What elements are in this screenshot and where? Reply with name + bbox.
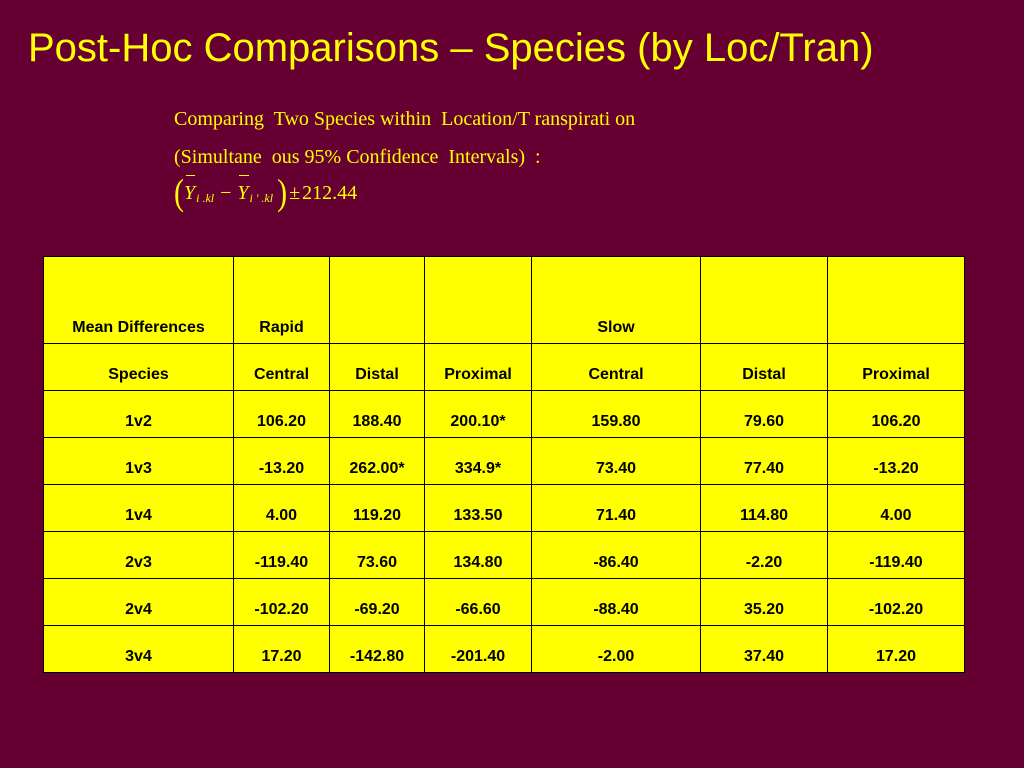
table-cell: 133.50 [424, 484, 532, 532]
table-cell: -2.20 [700, 531, 828, 579]
table-cell: -119.40 [827, 531, 965, 579]
table-cell: 4.00 [827, 484, 965, 532]
table-cell: -201.40 [424, 625, 532, 673]
table-cell: -13.20 [233, 437, 330, 485]
table-header-cell: Rapid [233, 256, 330, 344]
table-cell: -102.20 [233, 578, 330, 626]
table-cell: -142.80 [329, 625, 425, 673]
table-cell: -13.20 [827, 437, 965, 485]
paren-open: ( [174, 171, 184, 213]
table-cell: -66.60 [424, 578, 532, 626]
table-cell: 2v3 [43, 531, 234, 579]
table-header-cell: Slow [531, 256, 701, 344]
table-cell: 3v4 [43, 625, 234, 673]
table-header-cell [827, 256, 965, 344]
table-cell: -102.20 [827, 578, 965, 626]
table-subheader-cell: Distal [329, 343, 425, 391]
table-cell: 262.00* [329, 437, 425, 485]
table-cell: 200.10* [424, 390, 532, 438]
table-cell: -86.40 [531, 531, 701, 579]
table-cell: 71.40 [531, 484, 701, 532]
table-cell: 188.40 [329, 390, 425, 438]
table-subheader-cell: Central [531, 343, 701, 391]
table-cell: 106.20 [233, 390, 330, 438]
subscript-2: i ' .kl [249, 191, 274, 205]
slide-title: Post-Hoc Comparisons – Species (by Loc/T… [28, 26, 874, 70]
table-cell: 73.40 [531, 437, 701, 485]
minus-sign: − [220, 182, 232, 204]
confidence-interval-formula: Comparing Two Species within Location/T … [174, 100, 635, 212]
table-cell: 77.40 [700, 437, 828, 485]
table-header-cell [700, 256, 828, 344]
plus-minus-sign: ± [289, 182, 301, 204]
table-cell: -119.40 [233, 531, 330, 579]
table-cell: 119.20 [329, 484, 425, 532]
table-subheader-cell: Proximal [827, 343, 965, 391]
table-header-cell [424, 256, 532, 344]
table-cell: 134.80 [424, 531, 532, 579]
paren-close: ) [277, 171, 288, 213]
mean-differences-table: Mean Differences Rapid Slow Species Cent… [43, 256, 965, 673]
table-row: 1v4 4.00 119.20 133.50 71.40 114.80 4.00 [43, 484, 965, 532]
table-subheader-cell: Central [233, 343, 330, 391]
table-subheader-row: Species Central Distal Proximal Central … [43, 343, 965, 391]
table-cell: 114.80 [700, 484, 828, 532]
table-cell: 159.80 [531, 390, 701, 438]
table-cell: 1v2 [43, 390, 234, 438]
y-bar-1: Y [184, 174, 196, 212]
formula-line-2: (Simultane ous 95% Confidence Intervals)… [174, 146, 541, 168]
table-cell: -88.40 [531, 578, 701, 626]
table-subheader-cell: Species [43, 343, 234, 391]
table-cell: 334.9* [424, 437, 532, 485]
table-subheader-cell: Distal [700, 343, 828, 391]
table-header-cell [329, 256, 425, 344]
formula-line-1: Comparing Two Species within Location/T … [174, 108, 636, 130]
subscript-1: i .kl [196, 191, 215, 205]
table-cell: 17.20 [233, 625, 330, 673]
table-cell: 35.20 [700, 578, 828, 626]
table-row: 3v4 17.20 -142.80 -201.40 -2.00 37.40 17… [43, 625, 965, 673]
table-row: 2v4 -102.20 -69.20 -66.60 -88.40 35.20 -… [43, 578, 965, 626]
table-cell: 2v4 [43, 578, 234, 626]
table-cell: 79.60 [700, 390, 828, 438]
table-row: 1v3 -13.20 262.00* 334.9* 73.40 77.40 -1… [43, 437, 965, 485]
table-header-row: Mean Differences Rapid Slow [43, 256, 965, 344]
table-row: 1v2 106.20 188.40 200.10* 159.80 79.60 1… [43, 390, 965, 438]
interval-value: 212.44 [302, 182, 358, 204]
table-row: 2v3 -119.40 73.60 134.80 -86.40 -2.20 -1… [43, 531, 965, 579]
table-cell: 1v3 [43, 437, 234, 485]
table-cell: 106.20 [827, 390, 965, 438]
y-bar-2: Y [237, 174, 249, 212]
table-cell: -2.00 [531, 625, 701, 673]
table-subheader-cell: Proximal [424, 343, 532, 391]
table-cell: 1v4 [43, 484, 234, 532]
table-cell: 17.20 [827, 625, 965, 673]
table-cell: 4.00 [233, 484, 330, 532]
table-cell: 37.40 [700, 625, 828, 673]
table-cell: 73.60 [329, 531, 425, 579]
table-cell: -69.20 [329, 578, 425, 626]
table-header-cell: Mean Differences [43, 256, 234, 344]
formula-expression: ( Y i .kl − Y i ' .kl ) ± 212.44 [174, 174, 635, 212]
